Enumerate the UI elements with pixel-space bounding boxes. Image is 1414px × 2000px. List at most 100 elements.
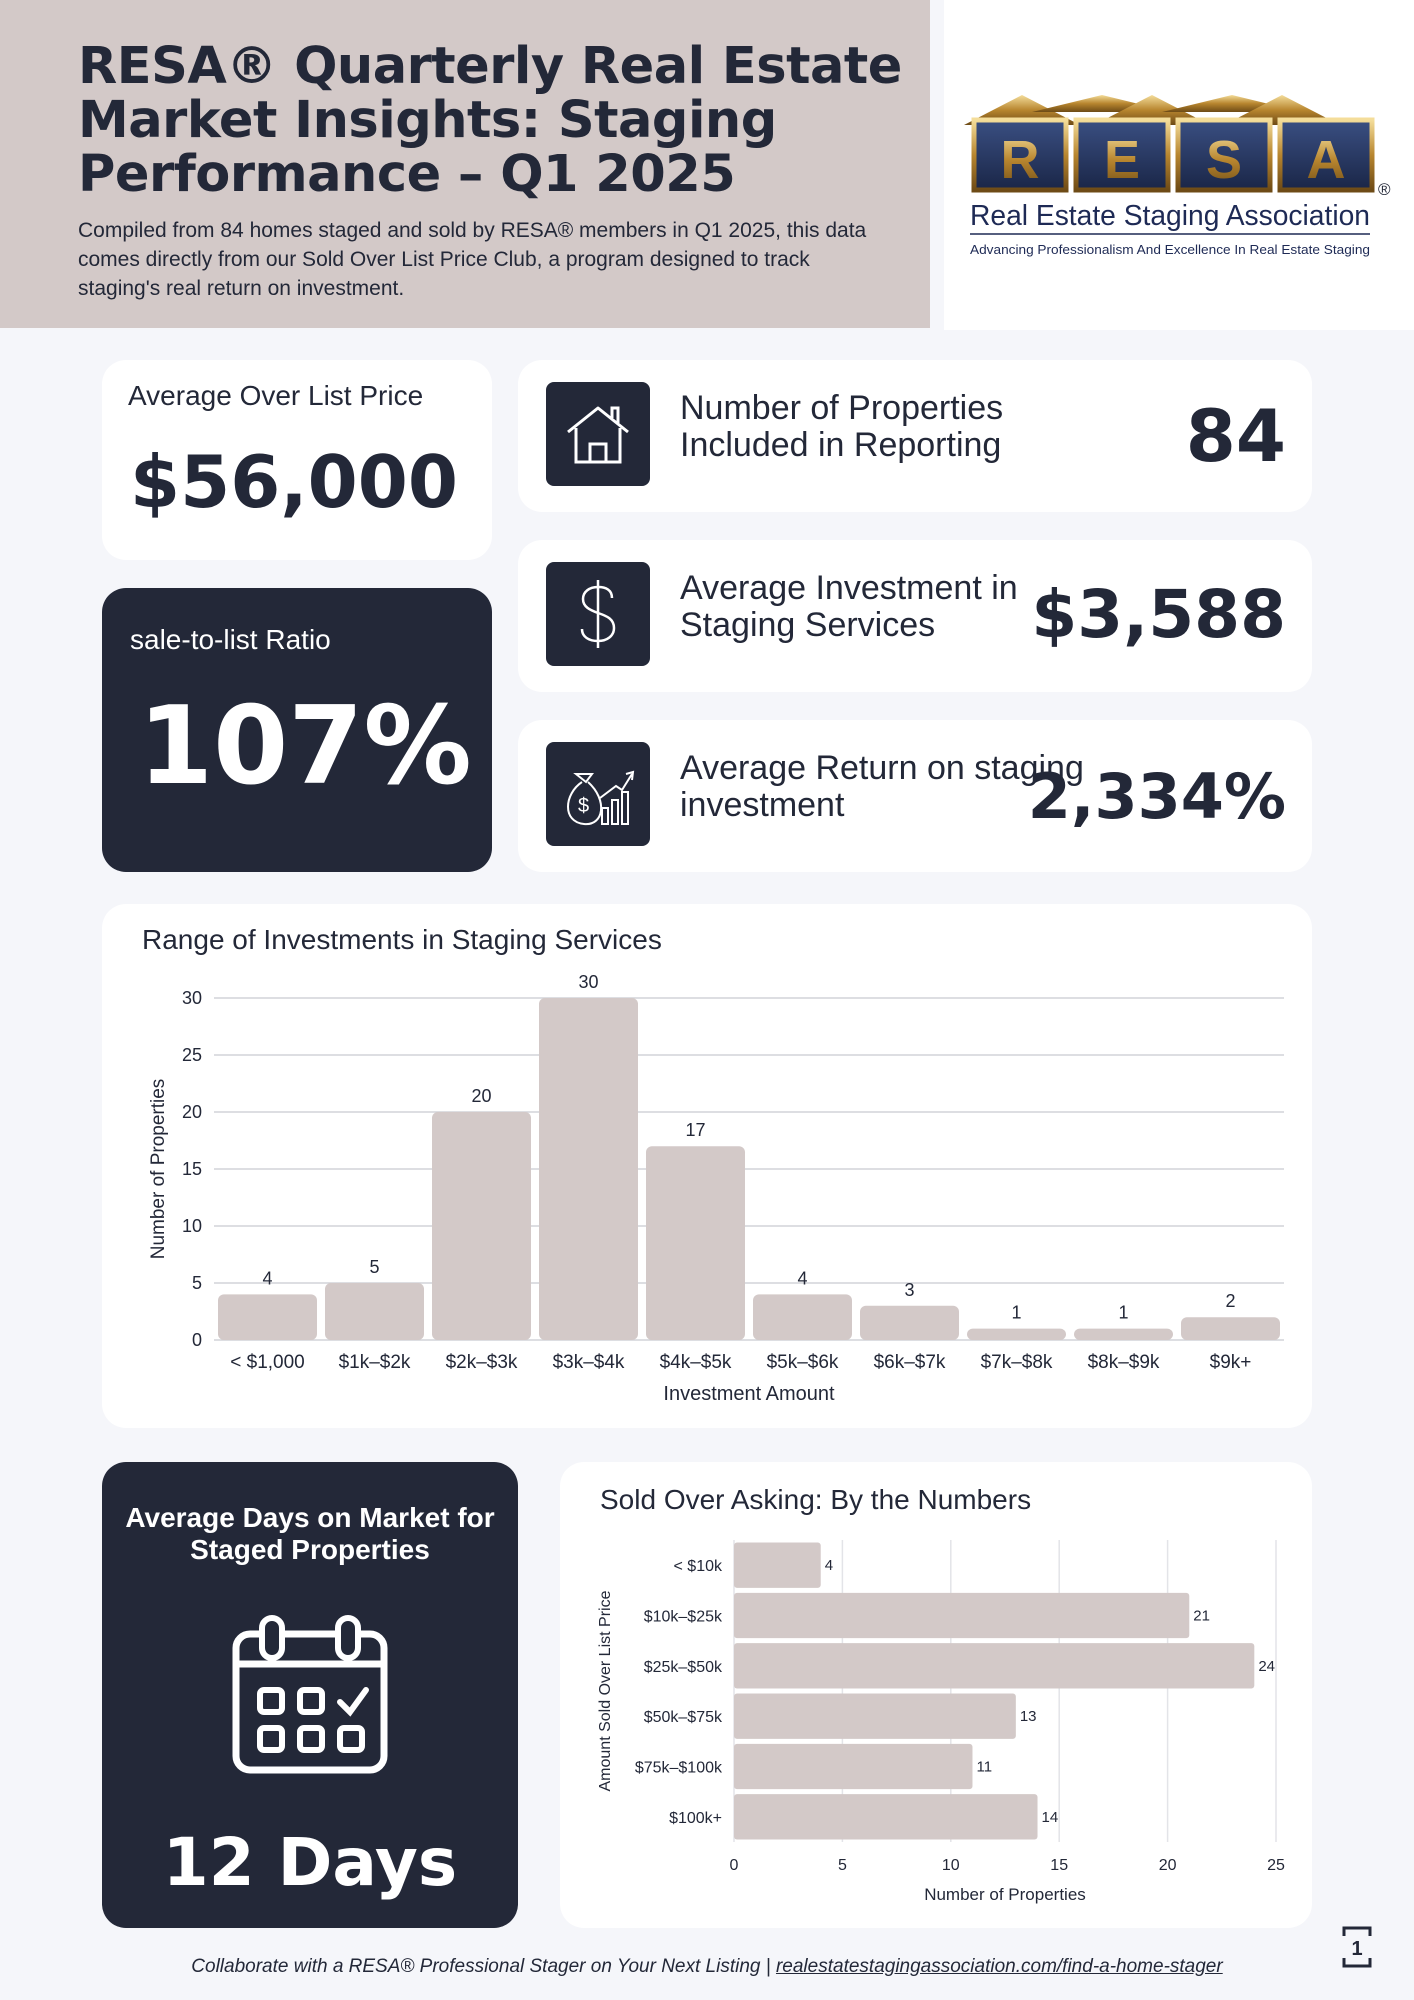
x-tick-label: 15 bbox=[1050, 1857, 1068, 1874]
resa-logo-graphic: R E S A ® Real Estate Staging Associatio… bbox=[964, 95, 1391, 257]
logo-letter-e: E bbox=[1104, 130, 1140, 190]
bar bbox=[734, 1693, 1016, 1739]
bar-value-label: 3 bbox=[904, 1280, 914, 1300]
investment-range-chart-card: Range of Investments in Staging Services… bbox=[102, 904, 1312, 1428]
x-tick-label: $1k–$2k bbox=[339, 1352, 411, 1373]
sale-to-list-card: sale-to-list Ratio 107% bbox=[102, 588, 492, 872]
x-tick-label: 0 bbox=[730, 1857, 739, 1874]
x-tick-label: $2k–$3k bbox=[446, 1352, 518, 1373]
bar-value-label: 21 bbox=[1193, 1608, 1210, 1625]
bar bbox=[734, 1794, 1038, 1840]
sold-over-asking-title: Sold Over Asking: By the Numbers bbox=[600, 1484, 1032, 1515]
x-axis-label: Investment Amount bbox=[663, 1383, 835, 1405]
stat-card-investment: Average Investment in Staging Services $… bbox=[518, 540, 1312, 692]
avg-over-list-card: Average Over List Price $56,000 bbox=[102, 360, 492, 560]
dollar-icon bbox=[546, 562, 650, 666]
x-tick-label: $9k+ bbox=[1210, 1352, 1252, 1373]
avg-over-list-label: Average Over List Price bbox=[128, 380, 424, 411]
logo-letter-s: S bbox=[1206, 130, 1242, 190]
investment-chart-title: Range of Investments in Staging Services bbox=[142, 924, 662, 955]
bar bbox=[325, 1283, 424, 1340]
sold-over-asking-chart: 0 5 10 15 20 25 4 < $10k 21 $10k–$25k 24 $25k–$50k 1… bbox=[597, 1540, 1285, 1904]
bar-value-label: 24 bbox=[1258, 1658, 1275, 1675]
x-axis-label: Number of Properties bbox=[924, 1885, 1086, 1904]
bar-value-label: 20 bbox=[471, 1086, 491, 1106]
investment-range-chart: 0 5 10 15 20 25 30 4 < $1,000 5 $1k–$2k 20 $2k–$3k 30… bbox=[148, 972, 1284, 1405]
x-tick-label: 25 bbox=[1267, 1857, 1285, 1874]
x-tick-label: $5k–$6k bbox=[767, 1352, 839, 1373]
bar-value-label: 13 bbox=[1020, 1708, 1037, 1725]
bar-value-label: 1 bbox=[1118, 1303, 1128, 1323]
avg-over-list-value: $56,000 bbox=[130, 440, 458, 524]
bar bbox=[967, 1328, 1066, 1340]
resa-logo: R E S A ® Real Estate Staging Associatio… bbox=[944, 0, 1414, 330]
logo-letter-a: A bbox=[1307, 130, 1346, 190]
y-tick-label: 30 bbox=[182, 988, 202, 1008]
y-axis-label: Amount Sold Over List Price bbox=[597, 1590, 614, 1791]
header-description: Compiled from 84 homes staged and sold b… bbox=[78, 219, 867, 300]
y-tick-label: 15 bbox=[182, 1159, 202, 1179]
logo-org-name: Real Estate Staging Association bbox=[970, 200, 1370, 232]
bar bbox=[734, 1542, 821, 1588]
sale-to-list-label: sale-to-list Ratio bbox=[130, 624, 331, 655]
y-tick-label: 0 bbox=[192, 1330, 202, 1350]
bar bbox=[734, 1643, 1255, 1689]
bar-value-label: 11 bbox=[976, 1759, 992, 1776]
logo-panels bbox=[971, 117, 1375, 193]
bar bbox=[646, 1146, 745, 1340]
calendar-icon bbox=[232, 1615, 388, 1774]
footer-text: Collaborate with a RESA® Professional St… bbox=[191, 1956, 776, 1977]
stat-label-investment: Average Investment in Staging Services bbox=[680, 569, 1018, 644]
bar bbox=[1074, 1328, 1173, 1340]
sold-over-asking-chart-card: Sold Over Asking: By the Numbers 0 5 10 15 2… bbox=[560, 1462, 1312, 1928]
logo-letter-r: R bbox=[1001, 130, 1040, 190]
footer-link[interactable]: realestatestagingassociation.com/find-a-… bbox=[775, 1956, 1223, 1977]
bar-value-label: 14 bbox=[1042, 1809, 1059, 1826]
svg-text:$: $ bbox=[578, 795, 589, 817]
y-axis-label: Number of Properties bbox=[148, 1079, 169, 1260]
y-tick-label: $100k+ bbox=[669, 1810, 722, 1827]
y-tick-label: $25k–$50k bbox=[644, 1659, 723, 1676]
bar bbox=[734, 1743, 973, 1790]
logo-tagline: Advancing Professionalism And Excellence… bbox=[970, 242, 1370, 257]
bar bbox=[860, 1305, 959, 1340]
stat-label-properties: Number of Properties Included in Reporti… bbox=[680, 389, 1004, 464]
stat-card-properties: Number of Properties Included in Reporti… bbox=[518, 360, 1312, 512]
x-tick-label: $8k–$9k bbox=[1088, 1352, 1160, 1373]
x-tick-label: $7k–$8k bbox=[981, 1352, 1053, 1373]
days-on-market-card: Average Days on Market for Staged Proper… bbox=[102, 1462, 518, 1928]
days-on-market-label: Average Days on Market for Staged Proper… bbox=[125, 1502, 495, 1565]
days-on-market-value: 12 Days bbox=[162, 1824, 458, 1901]
header-banner: RESA® Quarterly Real Estate Market Insig… bbox=[0, 0, 930, 328]
y-tick-label: $75k–$100k bbox=[635, 1760, 723, 1777]
stat-value-investment: $3,588 bbox=[1031, 576, 1286, 653]
x-tick-label: 5 bbox=[838, 1857, 847, 1874]
page-number-badge: 1 bbox=[1342, 1926, 1372, 1968]
x-tick-label: < $1,000 bbox=[230, 1352, 305, 1373]
x-tick-label: $6k–$7k bbox=[874, 1352, 946, 1373]
y-tick-label: 5 bbox=[192, 1273, 202, 1293]
money-bag-growth-icon: $ bbox=[546, 742, 650, 846]
stat-value-return: 2,334% bbox=[1027, 760, 1286, 833]
bar bbox=[432, 1112, 531, 1340]
stat-label-return: Average Return on staging investment bbox=[680, 749, 1084, 824]
y-tick-label: 10 bbox=[182, 1216, 202, 1236]
footer: Collaborate with a RESA® Professional St… bbox=[0, 1956, 1414, 1978]
bar-value-label: 17 bbox=[685, 1120, 705, 1140]
bar-value-label: 4 bbox=[797, 1268, 807, 1288]
sale-to-list-value: 107% bbox=[138, 684, 472, 809]
bar-value-label: 4 bbox=[262, 1268, 272, 1288]
page-title: RESA® Quarterly Real Estate Market Insig… bbox=[78, 37, 902, 204]
bar bbox=[539, 998, 638, 1340]
y-tick-label: 20 bbox=[182, 1102, 202, 1122]
page-number: 1 bbox=[1351, 1938, 1362, 1960]
bar bbox=[753, 1294, 852, 1340]
stat-card-return: $ Average Return on staging investment 2… bbox=[518, 720, 1312, 872]
y-tick-label: $50k–$75k bbox=[644, 1709, 723, 1726]
bar-value-label: 5 bbox=[369, 1257, 379, 1277]
x-tick-label: 20 bbox=[1159, 1857, 1177, 1874]
bar-value-label: 2 bbox=[1225, 1291, 1235, 1311]
x-tick-label: 10 bbox=[942, 1857, 960, 1874]
bar bbox=[1181, 1317, 1280, 1340]
bar bbox=[734, 1592, 1190, 1639]
